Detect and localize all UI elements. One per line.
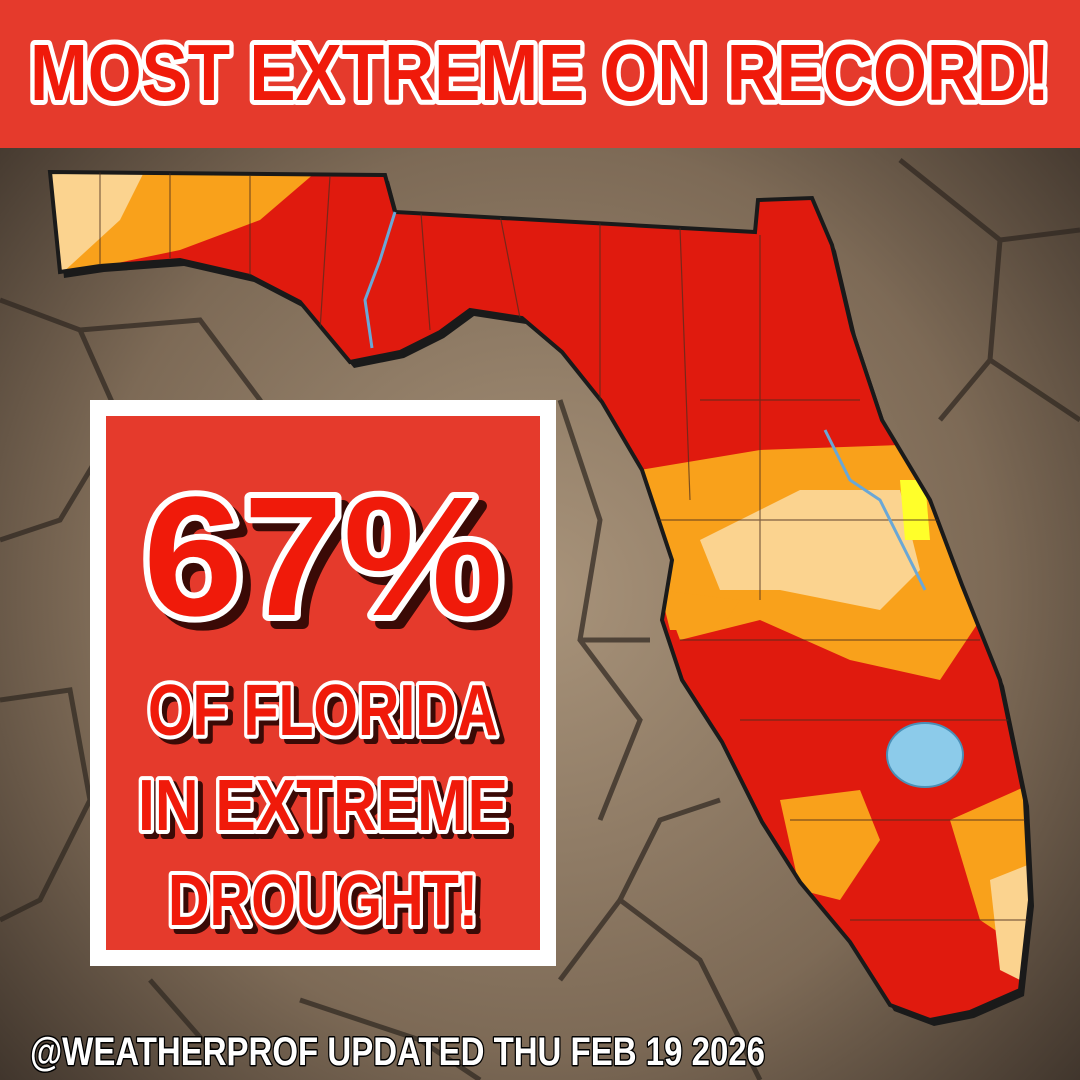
callout-line: IN EXTREME [138,766,508,846]
header-bar [0,0,1080,148]
footer-credit: @WEATHERPROF UPDATED THU FEB 19 2026 [30,1030,765,1074]
lake-okeechobee [886,722,964,788]
callout-stat: 67% [143,462,503,652]
callout-line: DROUGHT! [168,861,478,941]
header-title: MOST EXTREME ON RECORD! [30,28,1050,117]
callout-line: OF FLORIDA [148,671,498,751]
callout-box [106,416,540,950]
